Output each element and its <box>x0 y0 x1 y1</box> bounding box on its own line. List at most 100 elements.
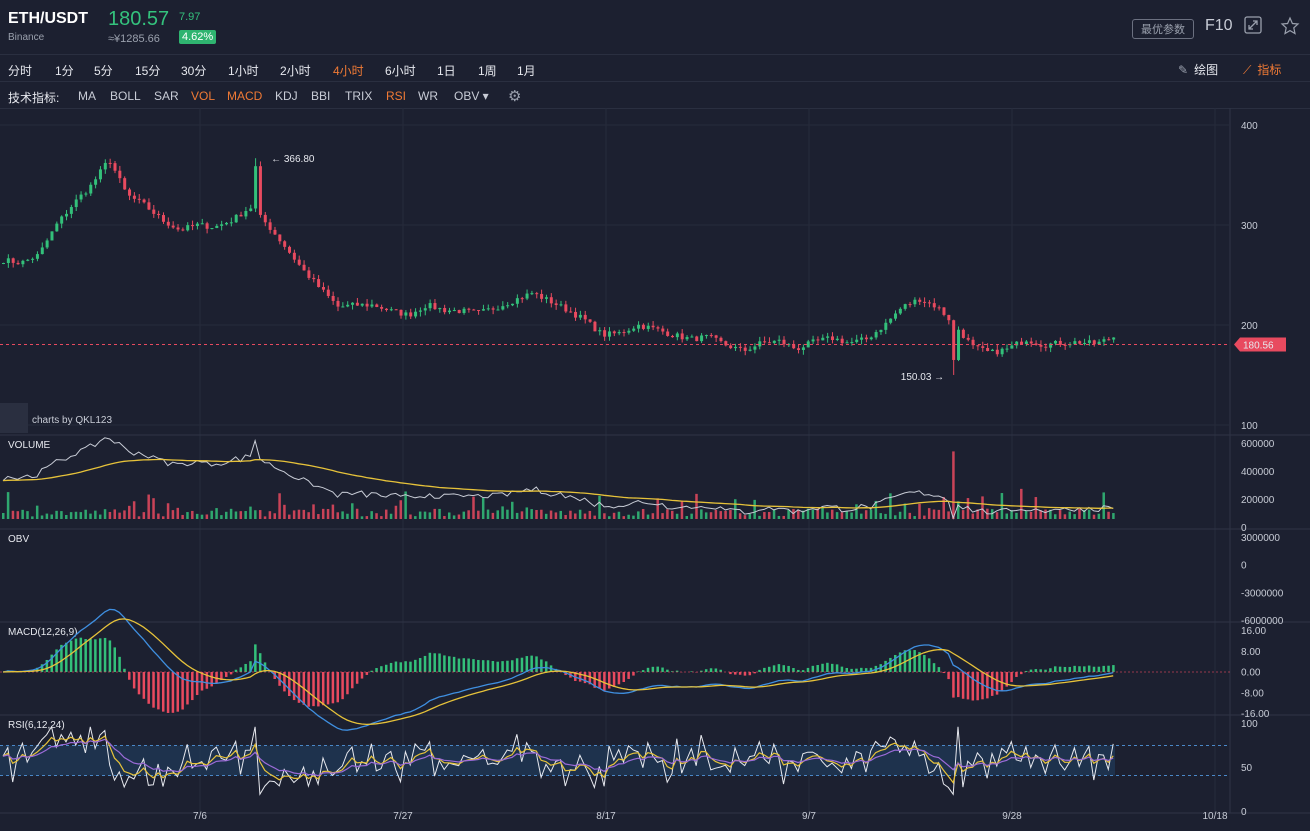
macd-hist-bar <box>283 672 286 692</box>
timeframe-7[interactable]: 4小时 <box>333 64 364 78</box>
macd-hist-bar <box>161 672 165 712</box>
macd-hist-bar <box>1010 672 1013 683</box>
volume-bar <box>263 516 267 519</box>
candle-body <box>234 214 238 223</box>
candle-body <box>404 312 408 316</box>
gear-icon[interactable]: ⚙ <box>508 88 522 105</box>
macd-hist-bar <box>787 665 790 672</box>
draw-tool[interactable]: ✎ 绘图 <box>1178 61 1218 78</box>
timeframe-5[interactable]: 1小时 <box>228 64 259 78</box>
volume-bar <box>637 511 640 519</box>
candle-body <box>666 331 670 336</box>
candle-body <box>806 341 810 348</box>
macd-histogram <box>6 637 1115 713</box>
volume-bar <box>147 494 150 519</box>
volume-bar <box>535 509 538 519</box>
candle-body <box>1083 342 1087 344</box>
indicator-trix[interactable]: TRIX <box>345 89 373 103</box>
volume-bar <box>767 511 771 519</box>
volume-bar <box>225 511 228 519</box>
volume-bar <box>680 500 684 519</box>
timeframe-3[interactable]: 15分 <box>135 64 161 78</box>
f10-button[interactable]: F10 <box>1205 17 1233 34</box>
volume-bar <box>186 512 189 519</box>
high-annotation: ← 366.80 <box>271 154 315 165</box>
macd-hist-bar <box>976 672 979 701</box>
pane-0-tick-1: 400000 <box>1241 467 1275 478</box>
macd-hist-bar <box>142 672 146 699</box>
candle-body <box>641 324 645 329</box>
macd-hist-bar <box>481 660 485 672</box>
volume-bar <box>312 504 315 519</box>
indicator-kdj[interactable]: KDJ <box>275 89 298 103</box>
timeframe-0[interactable]: 分时 <box>8 64 33 78</box>
indicator-macd[interactable]: MACD <box>227 89 263 103</box>
indicator-sar[interactable]: SAR <box>154 89 179 103</box>
macd-hist-bar <box>734 672 737 675</box>
candle-body <box>462 308 466 314</box>
candle-body <box>108 162 112 164</box>
timeframe-6[interactable]: 2小时 <box>280 64 311 78</box>
candle-body <box>258 166 262 215</box>
volume-bar <box>869 509 873 519</box>
volume-bar <box>506 509 509 519</box>
price-tick-0: 400 <box>1241 121 1258 132</box>
expand-icon[interactable] <box>1244 16 1262 34</box>
indicator-tool[interactable]: ⟋ 指标 <box>1243 61 1281 78</box>
volume-bar <box>389 513 393 519</box>
best-params-button[interactable]: 最优参数 <box>1132 19 1194 39</box>
candle-body <box>288 246 292 253</box>
indicator-label: 指标 <box>1257 63 1282 77</box>
volume-bar <box>1087 509 1091 519</box>
volume-bar <box>1063 514 1067 519</box>
volume-bar <box>152 498 155 519</box>
timeframe-9[interactable]: 1日 <box>437 64 456 78</box>
indicator-ma[interactable]: MA <box>78 89 96 103</box>
volume-bar <box>341 511 344 519</box>
macd-hist-bar <box>317 672 320 707</box>
timeframe-4[interactable]: 30分 <box>181 64 207 78</box>
candle-body <box>312 277 316 280</box>
candle-body <box>35 254 39 259</box>
timeframe-8[interactable]: 6小时 <box>385 64 416 78</box>
candle-body <box>743 347 747 351</box>
chart[interactable]: 400 300 200 100 180.56 ← 366.80 150.03 → charts… <box>0 108 1310 831</box>
indicator-bbi[interactable]: BBI <box>311 89 331 103</box>
candle-body <box>651 325 655 328</box>
indicator-obv[interactable]: OBV ▾ <box>454 89 489 103</box>
volume-bar <box>540 509 543 519</box>
low-annotation: 150.03 → <box>901 372 944 383</box>
indicator-wr[interactable]: WR <box>418 89 438 103</box>
indicator-vol[interactable]: VOL <box>191 89 216 103</box>
candle-body <box>94 179 98 185</box>
indicator-boll[interactable]: BOLL <box>110 89 141 103</box>
indicator-rsi[interactable]: RSI <box>386 89 407 103</box>
candle-body <box>675 333 679 338</box>
volume-bar <box>384 509 388 519</box>
star-icon[interactable] <box>1280 16 1300 36</box>
volume-bar <box>850 512 853 519</box>
timeframe-11[interactable]: 1月 <box>517 64 536 78</box>
macd-hist-bar <box>321 672 325 706</box>
macd-hist-bar <box>132 672 136 689</box>
candle-body <box>632 328 636 331</box>
candle-body <box>414 311 418 317</box>
candle-body <box>840 338 844 344</box>
timeframe-10[interactable]: 1周 <box>478 64 497 78</box>
pane-1-tick-2: -3000000 <box>1241 588 1284 599</box>
macd-hist-bar <box>583 672 587 684</box>
volume-bar <box>1034 497 1038 519</box>
pane-2-tick-1: 8.00 <box>1241 647 1261 658</box>
volume-bar <box>801 510 805 519</box>
volume-bar <box>918 503 921 519</box>
volume-bar <box>244 511 247 519</box>
candle-body <box>578 314 582 318</box>
candle-body <box>302 264 306 271</box>
timeframe-2[interactable]: 5分 <box>94 64 113 78</box>
volume-bar <box>627 514 630 519</box>
volume-bar <box>171 510 175 519</box>
macd-hist-bar <box>656 666 659 672</box>
candle-body <box>535 293 539 295</box>
volume-bar <box>952 451 955 519</box>
timeframe-1[interactable]: 1分 <box>55 64 74 78</box>
